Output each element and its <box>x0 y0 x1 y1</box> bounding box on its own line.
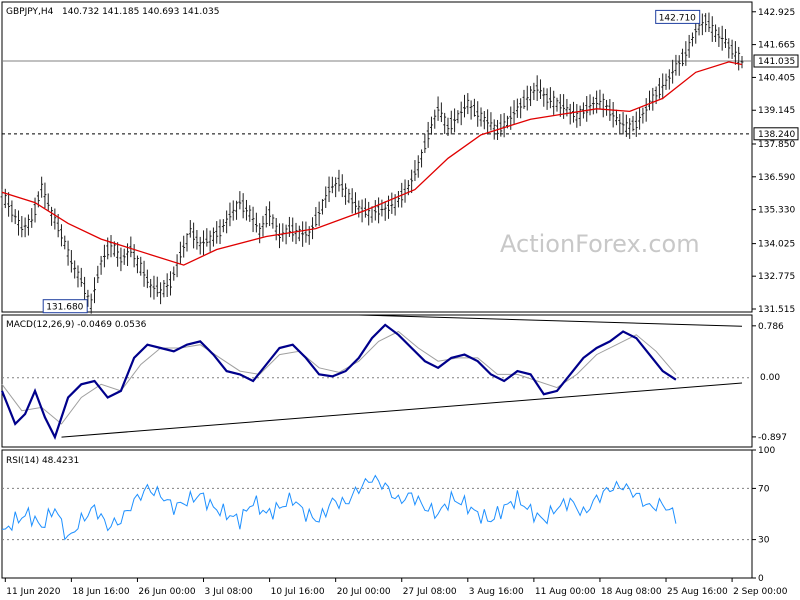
y-tick-label: 140.405 <box>758 73 795 83</box>
macd-upper-trendline <box>358 314 743 327</box>
y-tick-label: 0 <box>758 574 764 584</box>
rsi-pane-title: RSI(14) 48.4231 <box>6 456 79 466</box>
high-annotation-box <box>655 9 701 24</box>
y-tick-label: 0.786 <box>758 322 784 332</box>
price-pane-title: GBPJPY,H4 <box>6 7 54 17</box>
high-annotation-label: 142.710 <box>659 13 696 23</box>
y-tick-label: 132.775 <box>758 272 795 282</box>
x-tick-label: 2 Sep 00:00 <box>733 587 788 597</box>
price-pane-frame <box>1 1 753 313</box>
macd-pane-frame <box>1 314 753 448</box>
macd-zero-label: 0.00 <box>760 373 780 383</box>
axes-layer: 142.925 141.665 140.405 139.145 137.850 136.5… <box>4 8 795 597</box>
macd-lower-trendline <box>61 382 743 438</box>
moving-average-line <box>1 61 743 266</box>
x-tick-label: 20 Jul 00:00 <box>337 587 391 597</box>
y-tick-label: 30 <box>758 536 770 546</box>
x-tick-label: 25 Aug 16:00 <box>667 587 728 597</box>
last-price-box <box>753 54 799 68</box>
support-level-label: 138.240 <box>758 130 795 140</box>
macd-layer <box>0 314 752 440</box>
x-tick-label: 3 Aug 16:00 <box>469 587 524 597</box>
pane-frames <box>1 1 753 579</box>
y-tick-label: 136.590 <box>758 173 795 183</box>
rsi-layer <box>1 474 752 541</box>
y-tick-label: 135.330 <box>758 206 795 216</box>
macd-pane-title: MACD(12,26,9) -0.0469 0.0536 <box>6 320 147 330</box>
support-level-box <box>753 127 799 141</box>
x-tick-label: 27 Jul 08:00 <box>403 587 457 597</box>
x-tick-label: 10 Jul 16:00 <box>271 587 325 597</box>
y-tick-label: 141.665 <box>758 41 795 51</box>
rsi-pane-frame <box>1 449 753 579</box>
y-tick-label: 134.025 <box>758 240 795 250</box>
y-tick-label: 100 <box>758 446 775 456</box>
x-tick-label: 3 Jul 08:00 <box>205 587 254 597</box>
y-tick-label: -0.897 <box>758 433 787 443</box>
x-tick-label: 18 Jun 16:00 <box>72 587 129 597</box>
x-tick-label: 18 Aug 08:00 <box>601 587 662 597</box>
watermark: ActionForex.com <box>500 230 700 258</box>
last-price-label: 141.035 <box>758 57 795 67</box>
y-tick-label: 70 <box>758 484 770 494</box>
x-tick-label: 11 Jun 2020 <box>6 587 60 597</box>
y-tick-label: 137.850 <box>758 140 795 150</box>
rsi-line <box>1 474 677 541</box>
low-annotation-box <box>42 299 88 314</box>
macd-main-line <box>0 323 677 440</box>
price-ohlc-readout: 140.732 141.185 140.693 141.035 <box>62 7 219 17</box>
y-tick-label: 142.925 <box>758 8 795 18</box>
x-tick-label: 26 Jun 00:00 <box>138 587 195 597</box>
price-layer <box>0 12 752 314</box>
y-tick-label: 131.515 <box>758 305 795 315</box>
annotations: 142.710 131.680 141.035 138.240 0.00 <box>42 9 799 383</box>
low-annotation-label: 131.680 <box>46 303 83 313</box>
x-tick-label: 11 Aug 00:00 <box>535 587 596 597</box>
y-tick-label: 139.145 <box>758 106 795 116</box>
